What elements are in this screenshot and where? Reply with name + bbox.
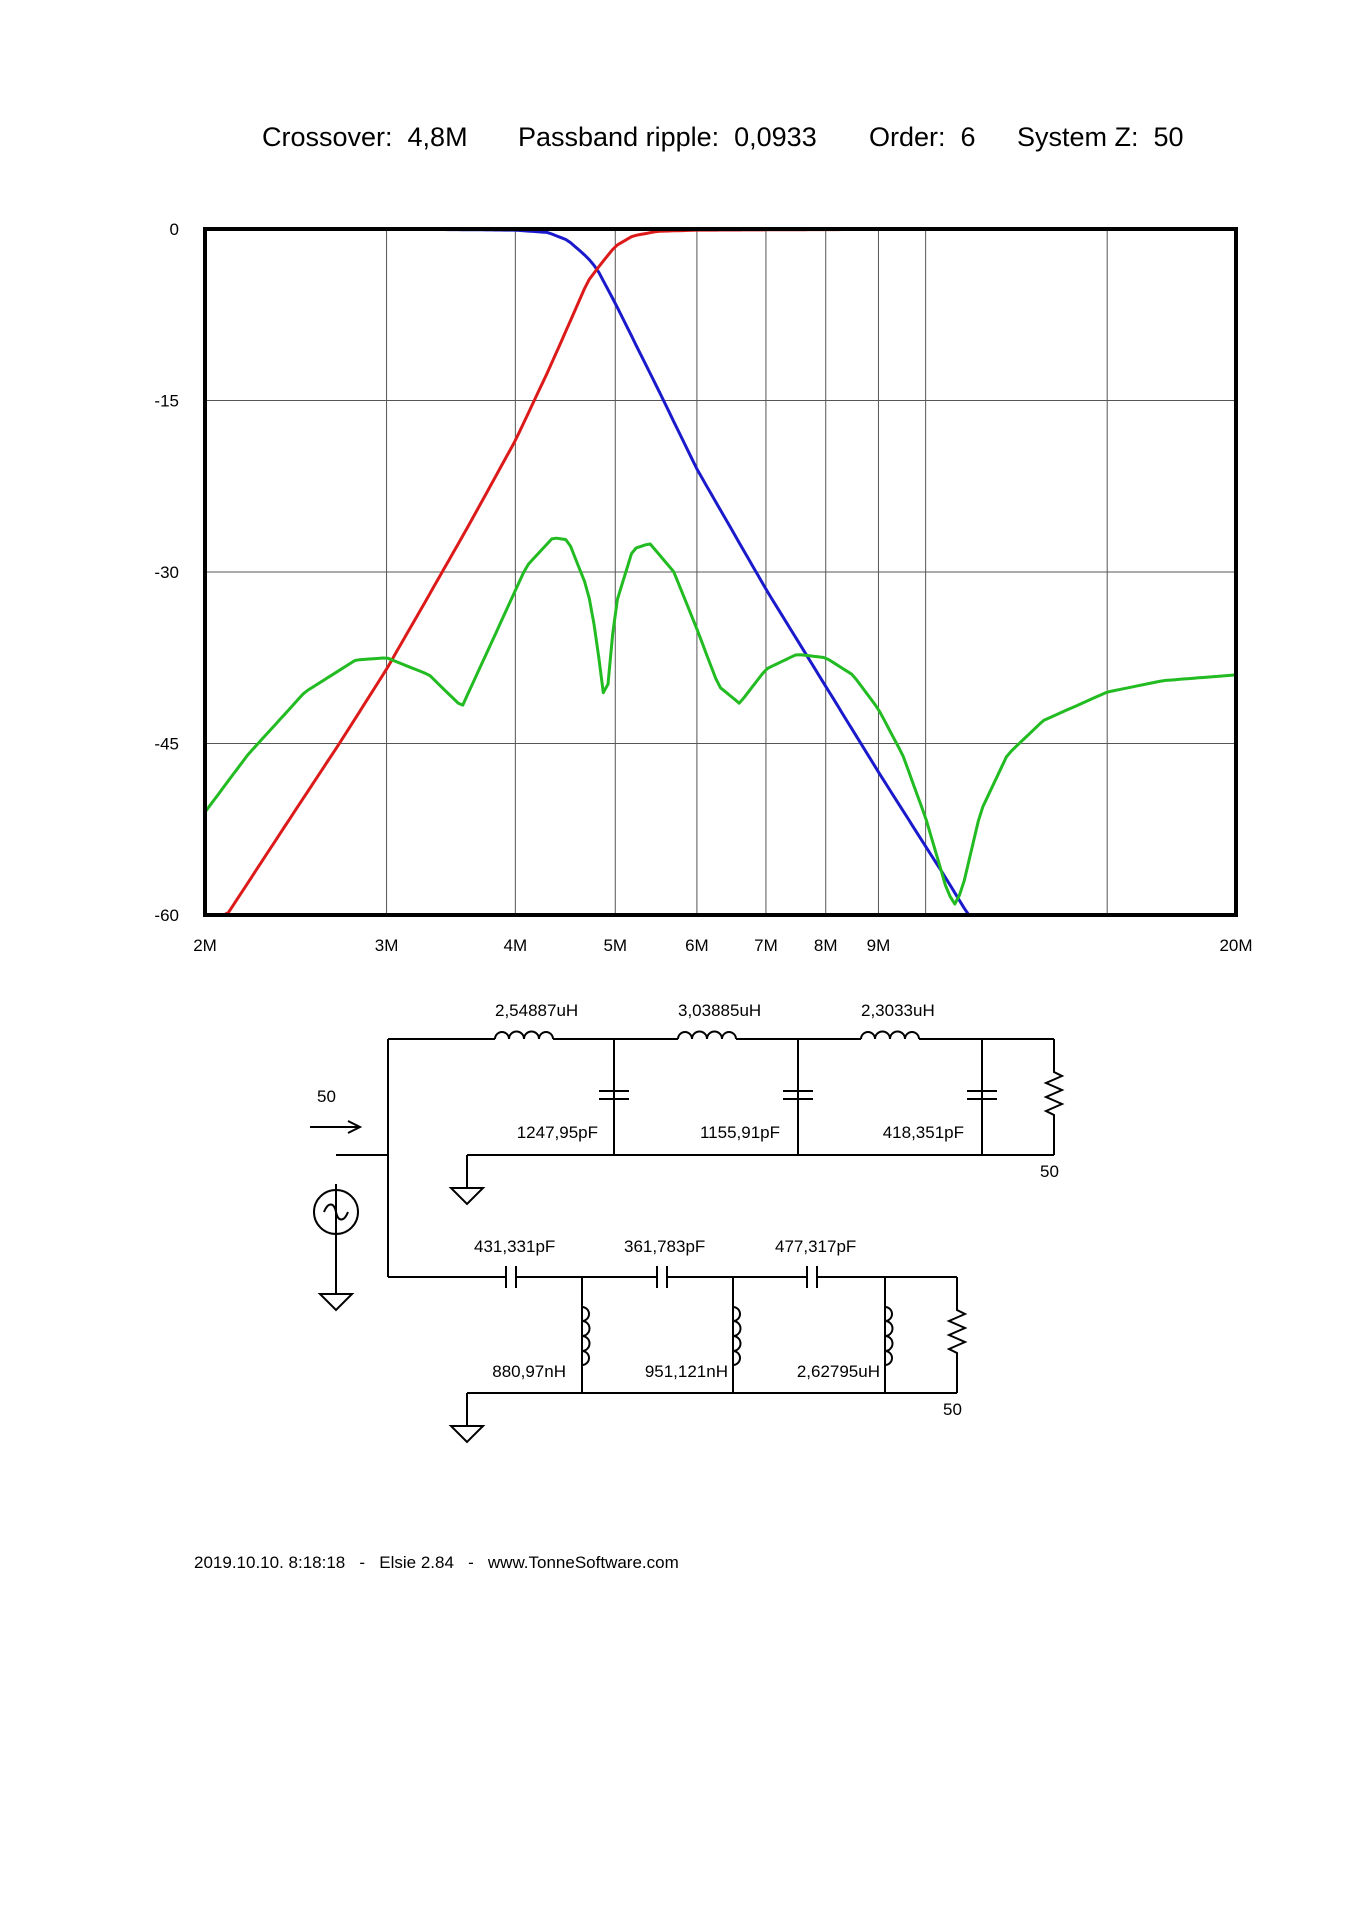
highpass-shunt-wire (581, 1277, 886, 1393)
x-tick-label: 9M (867, 936, 891, 955)
plot-frame (203, 227, 1238, 917)
input-arrow-icon (310, 1120, 363, 1134)
resistor-icon (1043, 1039, 1065, 1155)
x-tick-label: 8M (814, 936, 838, 955)
y-tick-label: 0 (170, 220, 179, 239)
x-tick-label: 6M (685, 936, 709, 955)
frequency-response-chart: 2M 3M 4M 5M 6M 7M 8M 9M 20M 0 -15 -30 -45 -60 (154, 220, 1252, 955)
highpass-capacitor-2-label: 361,783pF (624, 1237, 705, 1256)
highpass-inductor-3-label: 2,62795uH (797, 1362, 880, 1381)
lowpass-inductor-3-label: 2,3033uH (861, 1001, 935, 1020)
x-tick-label: 20M (1219, 936, 1252, 955)
plot-frame-layer (203, 227, 1238, 917)
source-impedance-label: 50 (317, 1087, 336, 1106)
passband-ripple-label: Passband ripple: 0,0933 (518, 122, 817, 152)
x-tick-label: 5M (603, 936, 627, 955)
footer-info: 2019.10.10. 8:18:18 - Elsie 2.84 - www.T… (194, 1553, 679, 1572)
x-tick-label: 7M (754, 936, 778, 955)
lowpass-shunt-wire (613, 1039, 983, 1155)
order-label: Order: 6 (869, 122, 976, 152)
y-tick-label: -15 (154, 392, 179, 411)
y-tick-label: -45 (154, 735, 179, 754)
grid (205, 228, 1236, 916)
highpass-inductor-2-label: 951,121nH (645, 1362, 728, 1381)
y-tick-label: -60 (154, 906, 179, 925)
y-tick-label: -30 (154, 563, 179, 582)
lowpass-inductor-1-label: 2,54887uH (495, 1001, 578, 1020)
source-feed-wire (335, 1154, 389, 1275)
tick-labels: 2M 3M 4M 5M 6M 7M 8M 9M 20M 0 -15 -30 -45 -60 (154, 220, 1252, 955)
system-z-label: System Z: 50 (1017, 122, 1184, 152)
lowpass-load-label: 50 (1040, 1162, 1059, 1181)
highpass-capacitor-1-label: 431,331pF (474, 1237, 555, 1256)
lowpass-capacitor-2-label: 1155,91pF (700, 1123, 780, 1142)
crossover-label: Crossover: 4,8M (262, 122, 468, 152)
lowpass-capacitor-1-label: 1247,95pF (517, 1123, 598, 1142)
source-wire (387, 1155, 492, 1278)
ground-icon (448, 1187, 486, 1206)
lowpass-capacitor-3-label: 418,351pF (883, 1123, 964, 1142)
inductor-icon (581, 1306, 894, 1366)
filter-schematic: 50 2,54887uH 3,03885uH 2,3033uH 1247,95p… (310, 1001, 1065, 1444)
ground-icon (448, 1425, 486, 1444)
x-tick-label: 4M (504, 936, 528, 955)
x-tick-label: 3M (375, 936, 399, 955)
highpass-load-label: 50 (943, 1400, 962, 1419)
x-tick-label: 2M (193, 936, 217, 955)
ground-icon (317, 1293, 355, 1312)
highpass-capacitor-3-label: 477,317pF (775, 1237, 856, 1256)
inductor-icon (494, 1030, 920, 1040)
lowpass-inductor-2-label: 3,03885uH (678, 1001, 761, 1020)
capacitor-icon (599, 1085, 997, 1105)
highpass-ground-rail (466, 1392, 957, 1426)
lowpass-ground-rail (466, 1154, 1054, 1188)
capacitor-icon (505, 1266, 818, 1288)
resistor-icon (946, 1277, 968, 1393)
highpass-inductor-1-label: 880,97nH (492, 1362, 566, 1381)
series-line-2 (203, 536, 1237, 906)
